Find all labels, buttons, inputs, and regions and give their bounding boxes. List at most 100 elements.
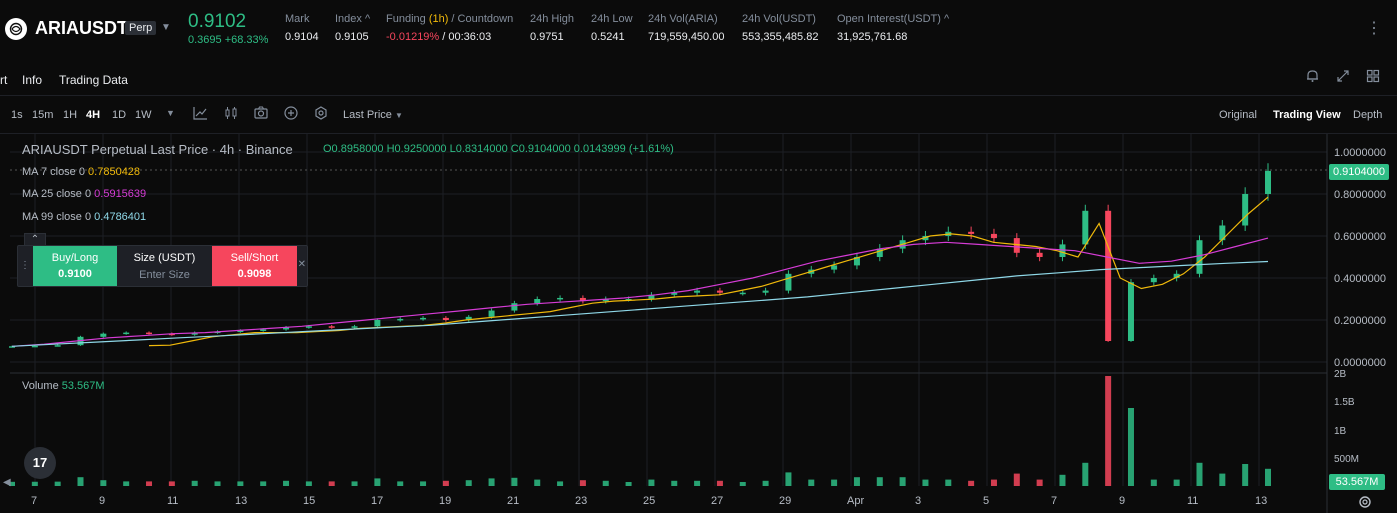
x-tick: 13	[1255, 495, 1268, 507]
stat-value: 0.5241	[591, 31, 625, 43]
buy-price: 0.9100	[58, 268, 92, 280]
candle	[1082, 210, 1089, 245]
price-type-select[interactable]: Last Price ▼	[343, 109, 403, 121]
volume-bar	[328, 481, 335, 486]
stat-24h-high: 24h High 0.9751	[530, 13, 574, 43]
volume-bar	[442, 480, 449, 486]
sell-short-button[interactable]: Sell/Short 0.9098	[212, 246, 297, 286]
candle	[1173, 273, 1180, 278]
price-type-dropdown-icon: ▼	[394, 111, 403, 120]
stat-label: 24h Vol(ARIA)	[648, 13, 718, 25]
interval-1w[interactable]: 1W	[135, 109, 152, 121]
x-tick: 27	[711, 495, 724, 507]
more-options-icon[interactable]: ⋮	[1366, 20, 1382, 37]
candle-type-icon[interactable]	[224, 106, 238, 123]
volume-bar	[899, 477, 906, 486]
candle	[511, 303, 518, 311]
volume-bar	[990, 479, 997, 486]
stat-open-interest[interactable]: Open Interest(USDT) ^ 31,925,761.68	[837, 13, 949, 43]
volume-bar	[1150, 479, 1157, 486]
interval-1h[interactable]: 1H	[63, 109, 78, 121]
sell-price: 0.9098	[237, 268, 272, 280]
volume-bar	[1127, 408, 1134, 486]
volume-bar	[876, 477, 883, 486]
candle	[146, 332, 153, 335]
x-tick: 17	[371, 495, 384, 507]
tradingview-logo[interactable]: 17	[24, 447, 56, 479]
tab-trading-data[interactable]: Trading Data	[59, 73, 128, 87]
y-tick: 0.4000000	[1334, 273, 1386, 285]
candle	[488, 310, 495, 317]
candle	[168, 333, 175, 336]
volume-bar	[283, 480, 290, 486]
ma25-legend: MA 25 close 0 0.5915639	[22, 188, 147, 200]
candle	[1219, 225, 1226, 241]
x-tick: Apr	[847, 495, 865, 507]
volume-bar	[716, 480, 723, 486]
bell-icon[interactable]	[1306, 69, 1319, 86]
y-tick: 0.6000000	[1334, 231, 1386, 243]
chart-settings-icon[interactable]	[1358, 495, 1372, 512]
buy-long-button[interactable]: Buy/Long 0.9100	[33, 246, 117, 286]
ma99-legend: MA 99 close 0 0.4786401	[22, 211, 147, 223]
candle	[442, 317, 449, 320]
candle	[237, 330, 244, 332]
symbol-name[interactable]: ARIAUSDT	[35, 18, 128, 38]
volume-bar	[397, 481, 404, 486]
stat-24h-vol-quote: 24h Vol(USDT) 553,355,485.82	[742, 13, 818, 43]
volume-bar	[191, 480, 198, 486]
candle	[990, 233, 997, 239]
interval-15m[interactable]: 15m	[32, 109, 54, 121]
tab-chart[interactable]: rt	[0, 73, 8, 87]
candle	[374, 320, 381, 327]
close-icon[interactable]: ✕	[297, 259, 306, 270]
stat-index[interactable]: Index ^ 0.9105	[335, 13, 370, 43]
candle	[1196, 240, 1203, 274]
stat-24h-vol-base: 24h Vol(ARIA) 719,559,450.00	[648, 13, 724, 43]
view-trading-view[interactable]: Trading View	[1273, 109, 1341, 121]
stat-label: 24h Vol(USDT)	[742, 13, 816, 25]
stat-label: Open Interest(USDT) ^	[837, 13, 950, 25]
y-tick: 1.0000000	[1334, 147, 1386, 159]
volume-bar	[305, 481, 312, 486]
volume-bar	[1173, 479, 1180, 486]
scroll-left-icon[interactable]: ◀	[3, 477, 11, 488]
tab-info[interactable]: Info	[22, 73, 43, 87]
volume-bar	[511, 477, 518, 486]
interval-1s[interactable]: 1s	[11, 109, 23, 121]
candle	[1242, 194, 1249, 226]
stat-value: 0.9104	[285, 31, 319, 43]
funding-interval-link[interactable]: (1h)	[428, 13, 449, 25]
interval-1d[interactable]: 1D	[112, 109, 127, 121]
size-label: Size (USDT)	[133, 252, 196, 264]
view-original[interactable]: Original	[1219, 109, 1257, 121]
volume-bar	[9, 481, 15, 486]
volume-bar	[671, 480, 678, 486]
view-depth[interactable]: Depth	[1353, 109, 1383, 121]
drag-handle-icon[interactable]: ⋮⋮	[20, 260, 40, 271]
ohlc-readout: O0.8958000 H0.9250000 L0.8314000 C0.9104…	[323, 143, 674, 155]
volume-bar	[694, 480, 701, 486]
sell-label: Sell/Short	[230, 252, 279, 264]
volume-bar	[1242, 464, 1249, 486]
ticker-header: ARIAUSDT Perp ▼ 0.9102 0.3695 +68.33% Ma…	[0, 0, 1397, 60]
size-input[interactable]: Size (USDT) Enter Size	[117, 246, 212, 286]
x-tick: 7	[1051, 495, 1058, 507]
stat-label: Index ^	[335, 13, 371, 25]
symbol-dropdown-icon[interactable]: ▼	[161, 22, 171, 33]
expand-icon[interactable]	[1336, 69, 1350, 86]
volume-bar	[100, 480, 107, 486]
y-tick: 0.0000000	[1334, 357, 1386, 369]
volume-bar	[214, 481, 221, 486]
interval-4h[interactable]: 4H	[86, 109, 101, 121]
candle	[602, 299, 609, 302]
camera-icon[interactable]	[254, 106, 268, 122]
volume-tick: 1B	[1334, 426, 1347, 437]
interval-dropdown-icon[interactable]: ▼	[166, 108, 175, 118]
symbol-logo-icon	[5, 18, 27, 40]
layout-grid-icon[interactable]	[1366, 69, 1380, 86]
indicator-icon[interactable]	[193, 106, 208, 123]
price-chart[interactable]	[0, 134, 1397, 513]
add-indicator-icon[interactable]	[284, 106, 298, 123]
settings-icon[interactable]	[314, 106, 328, 123]
